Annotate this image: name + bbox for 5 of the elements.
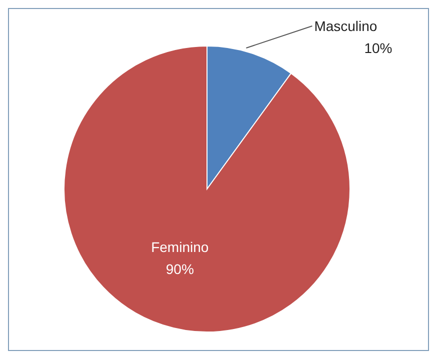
data-label: 10% <box>364 40 392 56</box>
slice-label: Masculino <box>314 18 378 34</box>
slice-label: Feminino <box>151 239 209 255</box>
pie-slice <box>64 46 350 332</box>
data-label: 90% <box>166 261 194 277</box>
